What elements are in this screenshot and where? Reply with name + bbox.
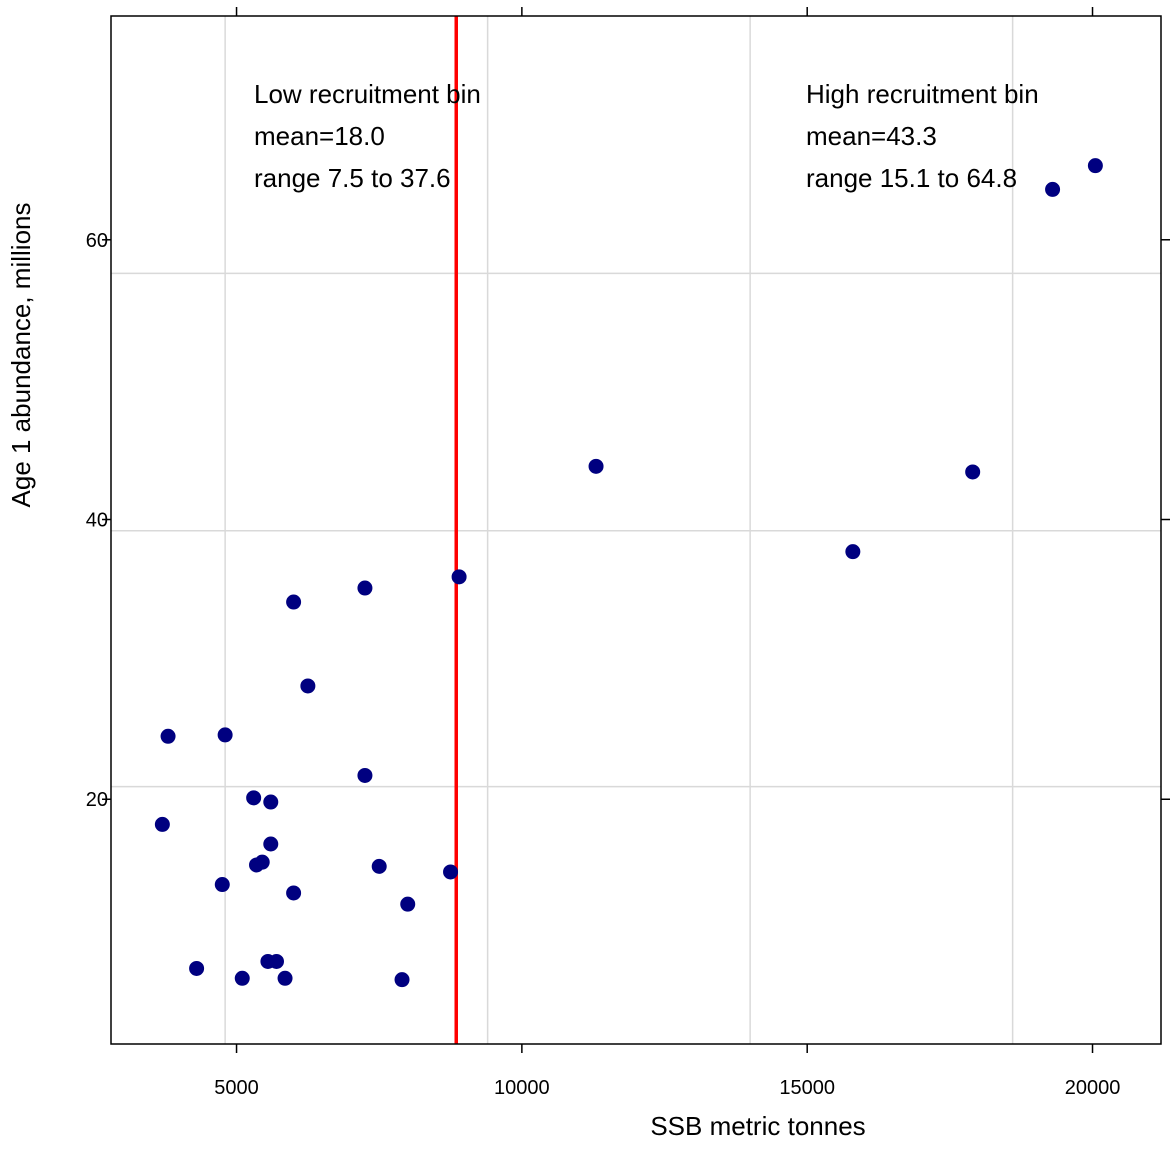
grid-lines (111, 16, 1161, 1044)
data-point-0 (154, 816, 170, 832)
data-point-14 (286, 594, 302, 610)
data-point-6 (246, 790, 262, 806)
high-bin-mean: mean=43.3 (806, 121, 937, 151)
x-tick-label-0: 5000 (214, 1077, 259, 1099)
data-point-1 (160, 728, 176, 744)
low-bin-range: range 7.5 to 37.6 (254, 163, 451, 193)
data-point-11 (263, 836, 279, 852)
data-point-15 (286, 885, 302, 901)
data-point-4 (214, 877, 230, 893)
high-bin-range: range 15.1 to 64.8 (806, 163, 1017, 193)
data-points (154, 158, 1103, 988)
y-tick-label-1: 40 (86, 510, 108, 532)
data-point-19 (371, 858, 387, 874)
data-point-28 (1087, 158, 1103, 174)
data-point-8 (254, 854, 270, 870)
data-point-5 (234, 970, 250, 986)
x-tick-label-3: 20000 (1065, 1077, 1121, 1099)
plot-frame (110, 15, 1162, 1045)
data-point-25 (845, 544, 861, 560)
x-tick-label-2: 15000 (779, 1077, 835, 1099)
data-point-27 (1045, 181, 1061, 197)
data-point-21 (400, 896, 416, 912)
data-point-24 (588, 458, 604, 474)
x-axis-title: SSB metric tonnes (650, 1111, 865, 1141)
data-point-10 (263, 794, 279, 810)
axis-ticks: 5000 10000 15000 20000 20 40 60 (86, 7, 1170, 1099)
low-bin-mean: mean=18.0 (254, 121, 385, 151)
high-bin-title: High recruitment bin (806, 79, 1039, 109)
data-point-22 (443, 864, 459, 880)
data-point-18 (357, 767, 373, 783)
data-point-12 (268, 953, 284, 969)
data-point-2 (189, 960, 205, 976)
data-point-16 (300, 678, 316, 694)
data-point-23 (451, 569, 467, 585)
data-point-13 (277, 970, 293, 986)
data-point-17 (357, 580, 373, 596)
data-point-26 (965, 464, 981, 480)
low-bin-title: Low recruitment bin (254, 79, 481, 109)
y-tick-label-2: 60 (86, 230, 108, 252)
data-point-3 (217, 727, 233, 743)
y-tick-label-0: 20 (86, 789, 108, 811)
data-point-20 (394, 972, 410, 988)
x-tick-label-1: 10000 (494, 1077, 550, 1099)
y-axis-title: Age 1 abundance, millions (6, 203, 36, 508)
